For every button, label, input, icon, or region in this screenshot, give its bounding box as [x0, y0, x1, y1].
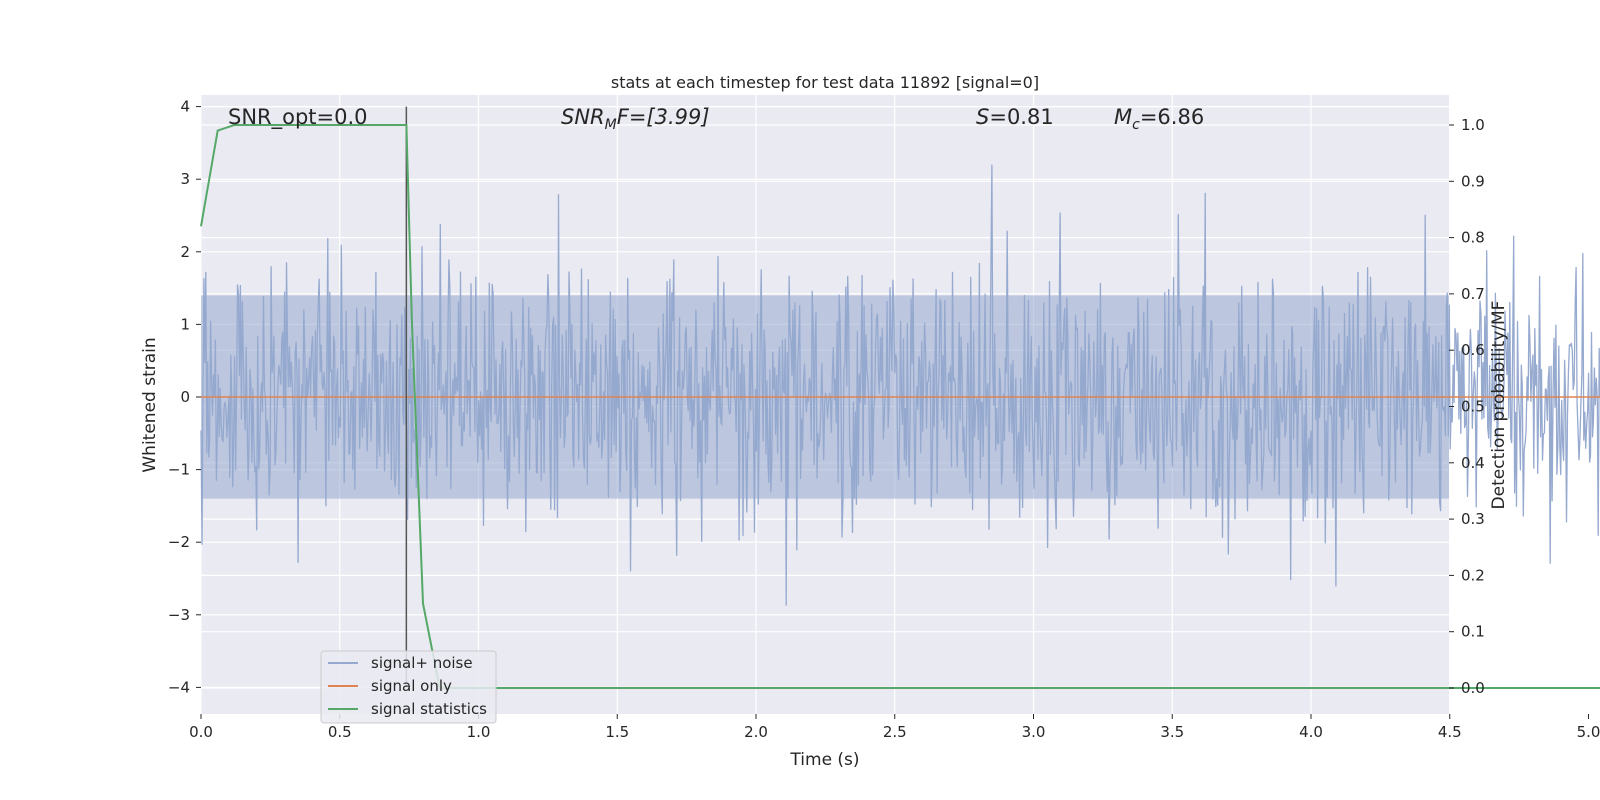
chart-title: stats at each timestep for test data 118…	[611, 73, 1039, 92]
y2-tick-label: 0.6	[1461, 341, 1485, 359]
y2-axis-label: Detection probability/MF	[1489, 301, 1509, 510]
x-tick-label: 0.0	[189, 723, 213, 741]
legend-box	[320, 650, 497, 724]
y-tick-label: −4	[168, 678, 190, 696]
y-axis-label: Whitened strain	[140, 337, 160, 472]
y-tick-label: 0	[180, 388, 190, 406]
x-tick-label: 4.5	[1438, 723, 1462, 741]
y2-tick-label: 0.0	[1461, 679, 1485, 697]
x-tick-label: 2.5	[883, 723, 907, 741]
legend-label-signal: signal only	[371, 677, 452, 695]
x-tick-label: 2.0	[744, 723, 768, 741]
y2-tick-label: 0.4	[1461, 454, 1485, 472]
y-tick-label: 1	[180, 315, 190, 333]
annotation-snr-mf: SNRMF=[3.99]	[561, 105, 710, 133]
legend-label-statistics: signal statistics	[371, 700, 487, 718]
x-tick-label: 0.5	[328, 723, 352, 741]
y2-tick-label: 0.5	[1461, 398, 1485, 416]
x-tick-label: 1.5	[605, 723, 629, 741]
y-tick-label: −1	[168, 461, 190, 479]
y2-tick-label: 0.3	[1461, 510, 1485, 528]
y2-tick-label: 0.9	[1461, 172, 1485, 190]
x-tick-label: 1.0	[467, 723, 491, 741]
x-tick-label: 4.0	[1299, 723, 1323, 741]
annotation-s: S=0.81	[976, 105, 1054, 129]
y2-tick-label: 0.8	[1461, 229, 1485, 247]
x-axis-ticks: 0.00.51.01.52.02.53.03.54.04.55.05.56.06…	[189, 714, 1600, 741]
signal-statistics-line	[200, 124, 1600, 689]
annotation-mc: Mc=6.86	[1114, 105, 1204, 133]
series-overlays	[200, 106, 1600, 689]
y-tick-label: −3	[168, 606, 190, 624]
y-axis-ticks: 4 3 2 1 0 −1 −2 −3 −4	[168, 98, 201, 696]
y-tick-label: 3	[180, 170, 190, 188]
annotation-snr-opt: SNR_opt=0.0	[228, 105, 368, 130]
y2-tick-label: 0.2	[1461, 566, 1485, 584]
y2-tick-label: 0.7	[1461, 285, 1485, 303]
y2-tick-label: 1.0	[1461, 116, 1485, 134]
y2-axis-ticks: 1.0 0.9 0.8 0.7 0.6 0.5 0.4 0.3 0.2 0.1 0.0	[1449, 116, 1485, 697]
y-tick-label: −2	[168, 533, 190, 551]
y-tick-label: 2	[180, 243, 190, 261]
y2-tick-label: 0.1	[1461, 623, 1485, 641]
y-tick-label: 4	[180, 98, 190, 116]
x-tick-label: 3.5	[1160, 723, 1184, 741]
x-tick-label: 3.0	[1022, 723, 1046, 741]
legend-label-noise: signal+ noise	[371, 654, 473, 672]
x-axis-label: Time (s)	[789, 750, 859, 770]
x-tick-label: 5.0	[1577, 723, 1600, 741]
legend: signal+ noise signal only signal statist…	[320, 650, 497, 724]
